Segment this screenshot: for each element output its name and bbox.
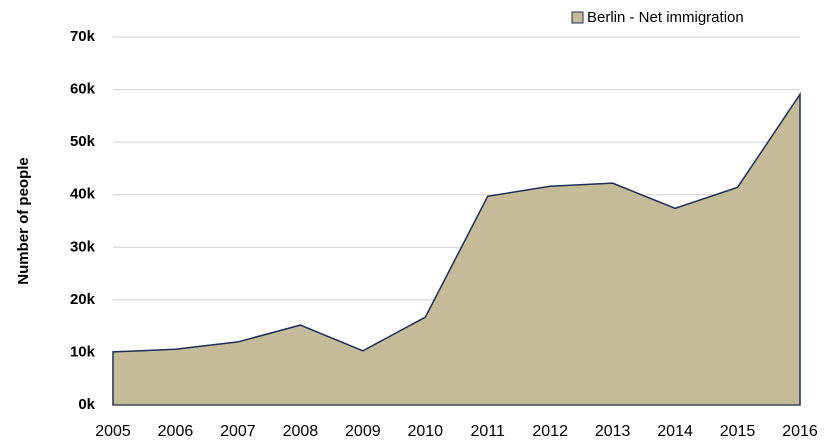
x-tick-label: 2007	[220, 423, 256, 440]
x-tick-label: 2008	[283, 423, 319, 440]
y-tick-label: 0k	[78, 396, 95, 413]
x-tick-label: 2006	[158, 423, 194, 440]
x-tick-label: 2012	[532, 423, 568, 440]
x-tick-label: 2013	[595, 423, 631, 440]
area	[112, 91, 801, 406]
x-tick-label: 2009	[345, 423, 381, 440]
legend-label: Berlin - Net immigration	[587, 9, 744, 26]
y-tick-label: 20k	[70, 291, 96, 308]
x-tick-label: 2010	[407, 423, 443, 440]
legend-swatch	[571, 11, 584, 24]
x-tick-label: 2014	[657, 423, 693, 440]
y-tick-label: 10k	[70, 343, 96, 360]
x-tick-label: 2015	[720, 423, 756, 440]
x-tick-label: 2016	[782, 423, 818, 440]
y-tick-label: 50k	[70, 133, 96, 150]
y-tick-label: 70k	[70, 28, 96, 45]
x-tick-label: 2005	[95, 423, 131, 440]
y-tick-label: 30k	[70, 238, 96, 255]
x-tick-label: 2011	[471, 423, 506, 440]
y-tick-label: 40k	[70, 186, 96, 203]
y-tick-label: 60k	[70, 81, 96, 98]
y-axis-label: Number of people	[15, 157, 32, 285]
